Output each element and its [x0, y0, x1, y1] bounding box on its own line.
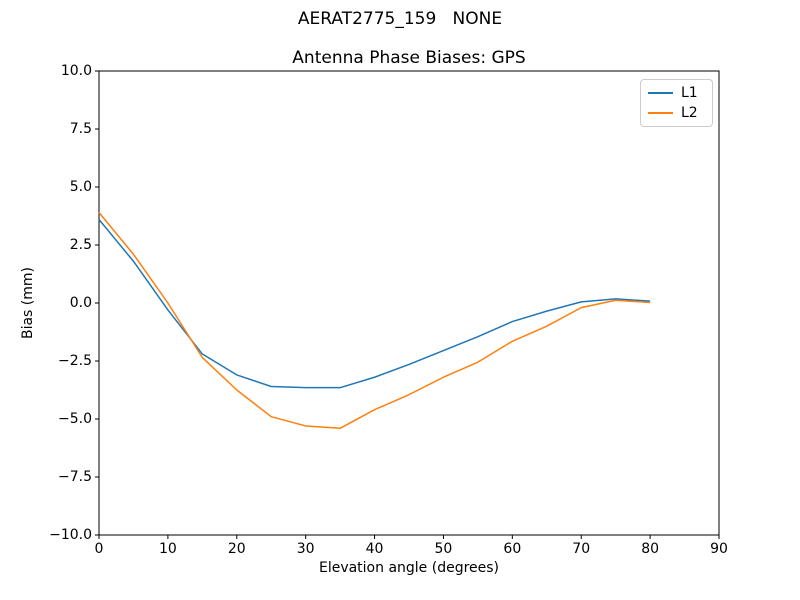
y-tick-label: 10.0 — [60, 63, 92, 79]
axes-title: Antenna Phase Biases: GPS — [292, 48, 526, 68]
y-tick-label: 0.0 — [69, 295, 92, 311]
y-tick-label: −7.5 — [58, 469, 92, 485]
legend: L1 L2 — [640, 79, 713, 127]
x-tick-label: 80 — [641, 541, 660, 557]
legend-label-l2: L2 — [681, 105, 698, 121]
x-tick-label: 70 — [572, 541, 591, 557]
x-tick-label: 60 — [503, 541, 522, 557]
y-tick-label: 5.0 — [69, 179, 92, 195]
figure-title: AERAT2775_159 NONE — [297, 9, 503, 29]
series-line-l2 — [98, 212, 651, 430]
x-tick-label: 50 — [434, 541, 453, 557]
legend-entry-l1: L1 — [648, 86, 705, 100]
x-tick-label: 90 — [710, 541, 728, 557]
series-line-l1 — [98, 219, 651, 389]
y-tick-label: 7.5 — [69, 121, 92, 137]
plot-border — [98, 70, 720, 536]
legend-line-sample-l2 — [648, 112, 673, 114]
x-tick-label: 30 — [296, 541, 315, 557]
x-tick-label: 10 — [158, 541, 177, 557]
x-tick-label: 40 — [365, 541, 384, 557]
x-axis-label: Elevation angle (degrees) — [318, 560, 500, 576]
y-tick-label: −10.0 — [49, 527, 92, 543]
y-tick-label: −5.0 — [58, 411, 92, 427]
legend-entry-l2: L2 — [648, 106, 705, 120]
legend-label-l1: L1 — [681, 85, 698, 101]
x-tick-label: 0 — [94, 541, 104, 557]
legend-line-sample-l1 — [648, 92, 673, 94]
y-tick-label: −2.5 — [58, 353, 92, 369]
y-tick-label: 2.5 — [69, 237, 92, 253]
x-tick-label: 20 — [227, 541, 246, 557]
